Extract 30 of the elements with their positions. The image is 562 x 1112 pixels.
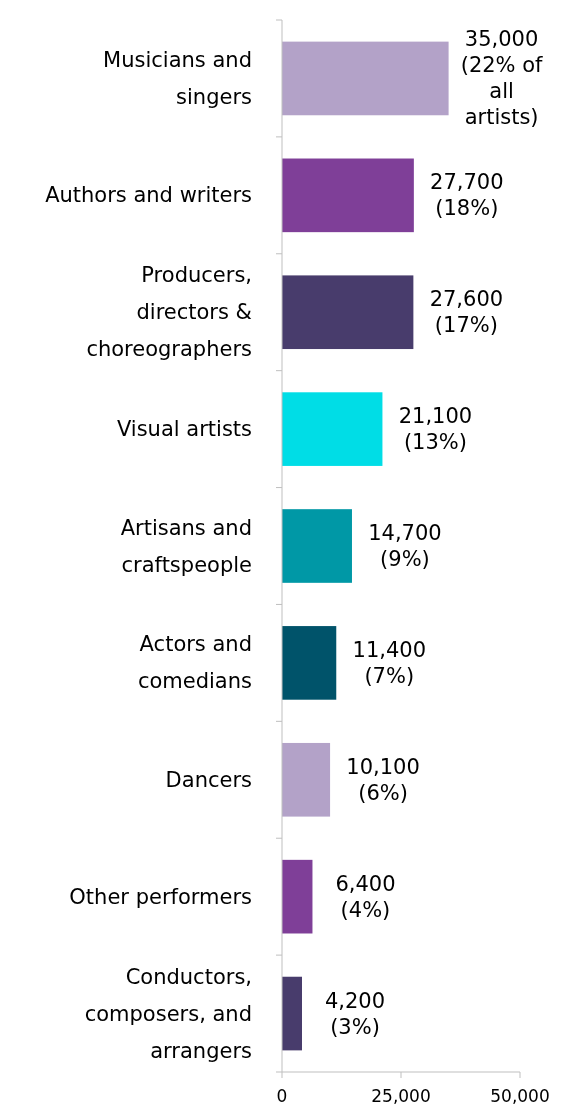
data-label: 11,400 (7%) (352, 637, 427, 688)
y-tick-label: Visual artists (116, 417, 252, 442)
bar (282, 626, 337, 700)
x-tick-label: 25,000 (371, 1086, 431, 1106)
data-label: 10,100 (6%) (346, 754, 420, 805)
bar (282, 509, 352, 583)
y-tick-label: Musicians and singers (103, 47, 252, 109)
bar (282, 742, 331, 817)
bar (282, 275, 414, 350)
data-label: 27,600 (17%) (429, 287, 504, 338)
data-label: 27,700 (18%) (430, 170, 504, 221)
data-label: 35,000 (22% of all artists) (460, 27, 544, 130)
y-tick-label: Artisans and craftspeople (120, 515, 252, 577)
y-tick-label: Other performers (69, 884, 252, 909)
y-tick-label: Actors and comedians (137, 632, 252, 694)
y-tick-label: Producers, directors & choreographers (86, 263, 252, 362)
bar (282, 41, 449, 116)
bar (282, 976, 302, 1051)
y-tick-label: Conductors, composers, and arrangers (84, 964, 252, 1063)
x-tick-label: 50,000 (490, 1086, 550, 1106)
bar (282, 859, 313, 934)
x-tick-label: 0 (276, 1086, 288, 1106)
data-label: 4,200 (3%) (324, 988, 386, 1039)
bar (282, 158, 414, 233)
data-label: 14,700 (9%) (368, 521, 442, 571)
y-tick-label: Authors and writers (45, 183, 252, 208)
y-tick-label: Dancers (165, 767, 252, 792)
data-label: 21,100 (13%) (398, 404, 473, 455)
data-label: 6,400 (4%) (335, 871, 396, 922)
bar (282, 392, 383, 466)
